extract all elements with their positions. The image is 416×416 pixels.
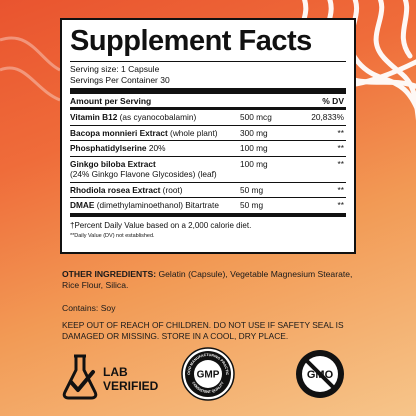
dv-header: % DV [322,96,344,106]
facts-row-bacopa: Bacopa monnieri Extract (whole plant) 30… [70,126,346,141]
contains-allergen: Contains: Soy [62,303,116,313]
ingredients-text: Gelatin (Capsule), Vegetable Magnesium S… [62,269,353,291]
serving-size: Serving size: 1 Capsule [70,64,160,74]
ingredients-label: OTHER INGREDIENTS: [62,269,157,279]
warning-text: KEEP OUT OF REACH OF CHILDREN. DO NOT US… [62,320,344,342]
footnote-daily-value: †Percent Daily Value based on a 2,000 ca… [70,220,252,230]
servings-per-container: Servings Per Container 30 [70,75,170,85]
facts-header-row: Amount per Serving % DV [70,94,346,107]
footnote-not-established: **Daily Value (DV) not established. [70,232,155,239]
gmp-badge-icon: GOOD MANUFACTURING PRACTICE CONSISTENT Q… [180,346,235,401]
lab-verified-label: LAB VERIFIED [103,365,159,393]
facts-row-rhodiola: Rhodiola rosea Extract (root) 50 mg ** [70,183,346,198]
supplement-facts-panel: Supplement Facts Serving size: 1 Capsule… [60,18,356,254]
facts-row-phosphatidylserine: Phosphatidylserine 20% 100 mg ** [70,141,346,157]
facts-row-vitamin-b12: Vitamin B12 (as cyanocobalamin) 500 mcg … [70,110,346,126]
other-ingredients: OTHER INGREDIENTS: Gelatin (Capsule), Ve… [62,269,362,291]
serving-info: Serving size: 1 Capsule Servings Per Con… [70,62,346,88]
gmp-center-text: GMP [197,370,220,381]
facts-row-ginkgo: Ginkgo biloba Extract (24% Ginkgo Flavon… [70,157,346,183]
facts-title: Supplement Facts [70,25,312,57]
amount-header: Amount per Serving [70,96,152,106]
gmo-free-icon: GMO [296,350,344,398]
lab-verified-icon [62,354,98,400]
facts-row-dmae: DMAE (dimethylaminoethanol) Bitartrate 5… [70,198,346,217]
